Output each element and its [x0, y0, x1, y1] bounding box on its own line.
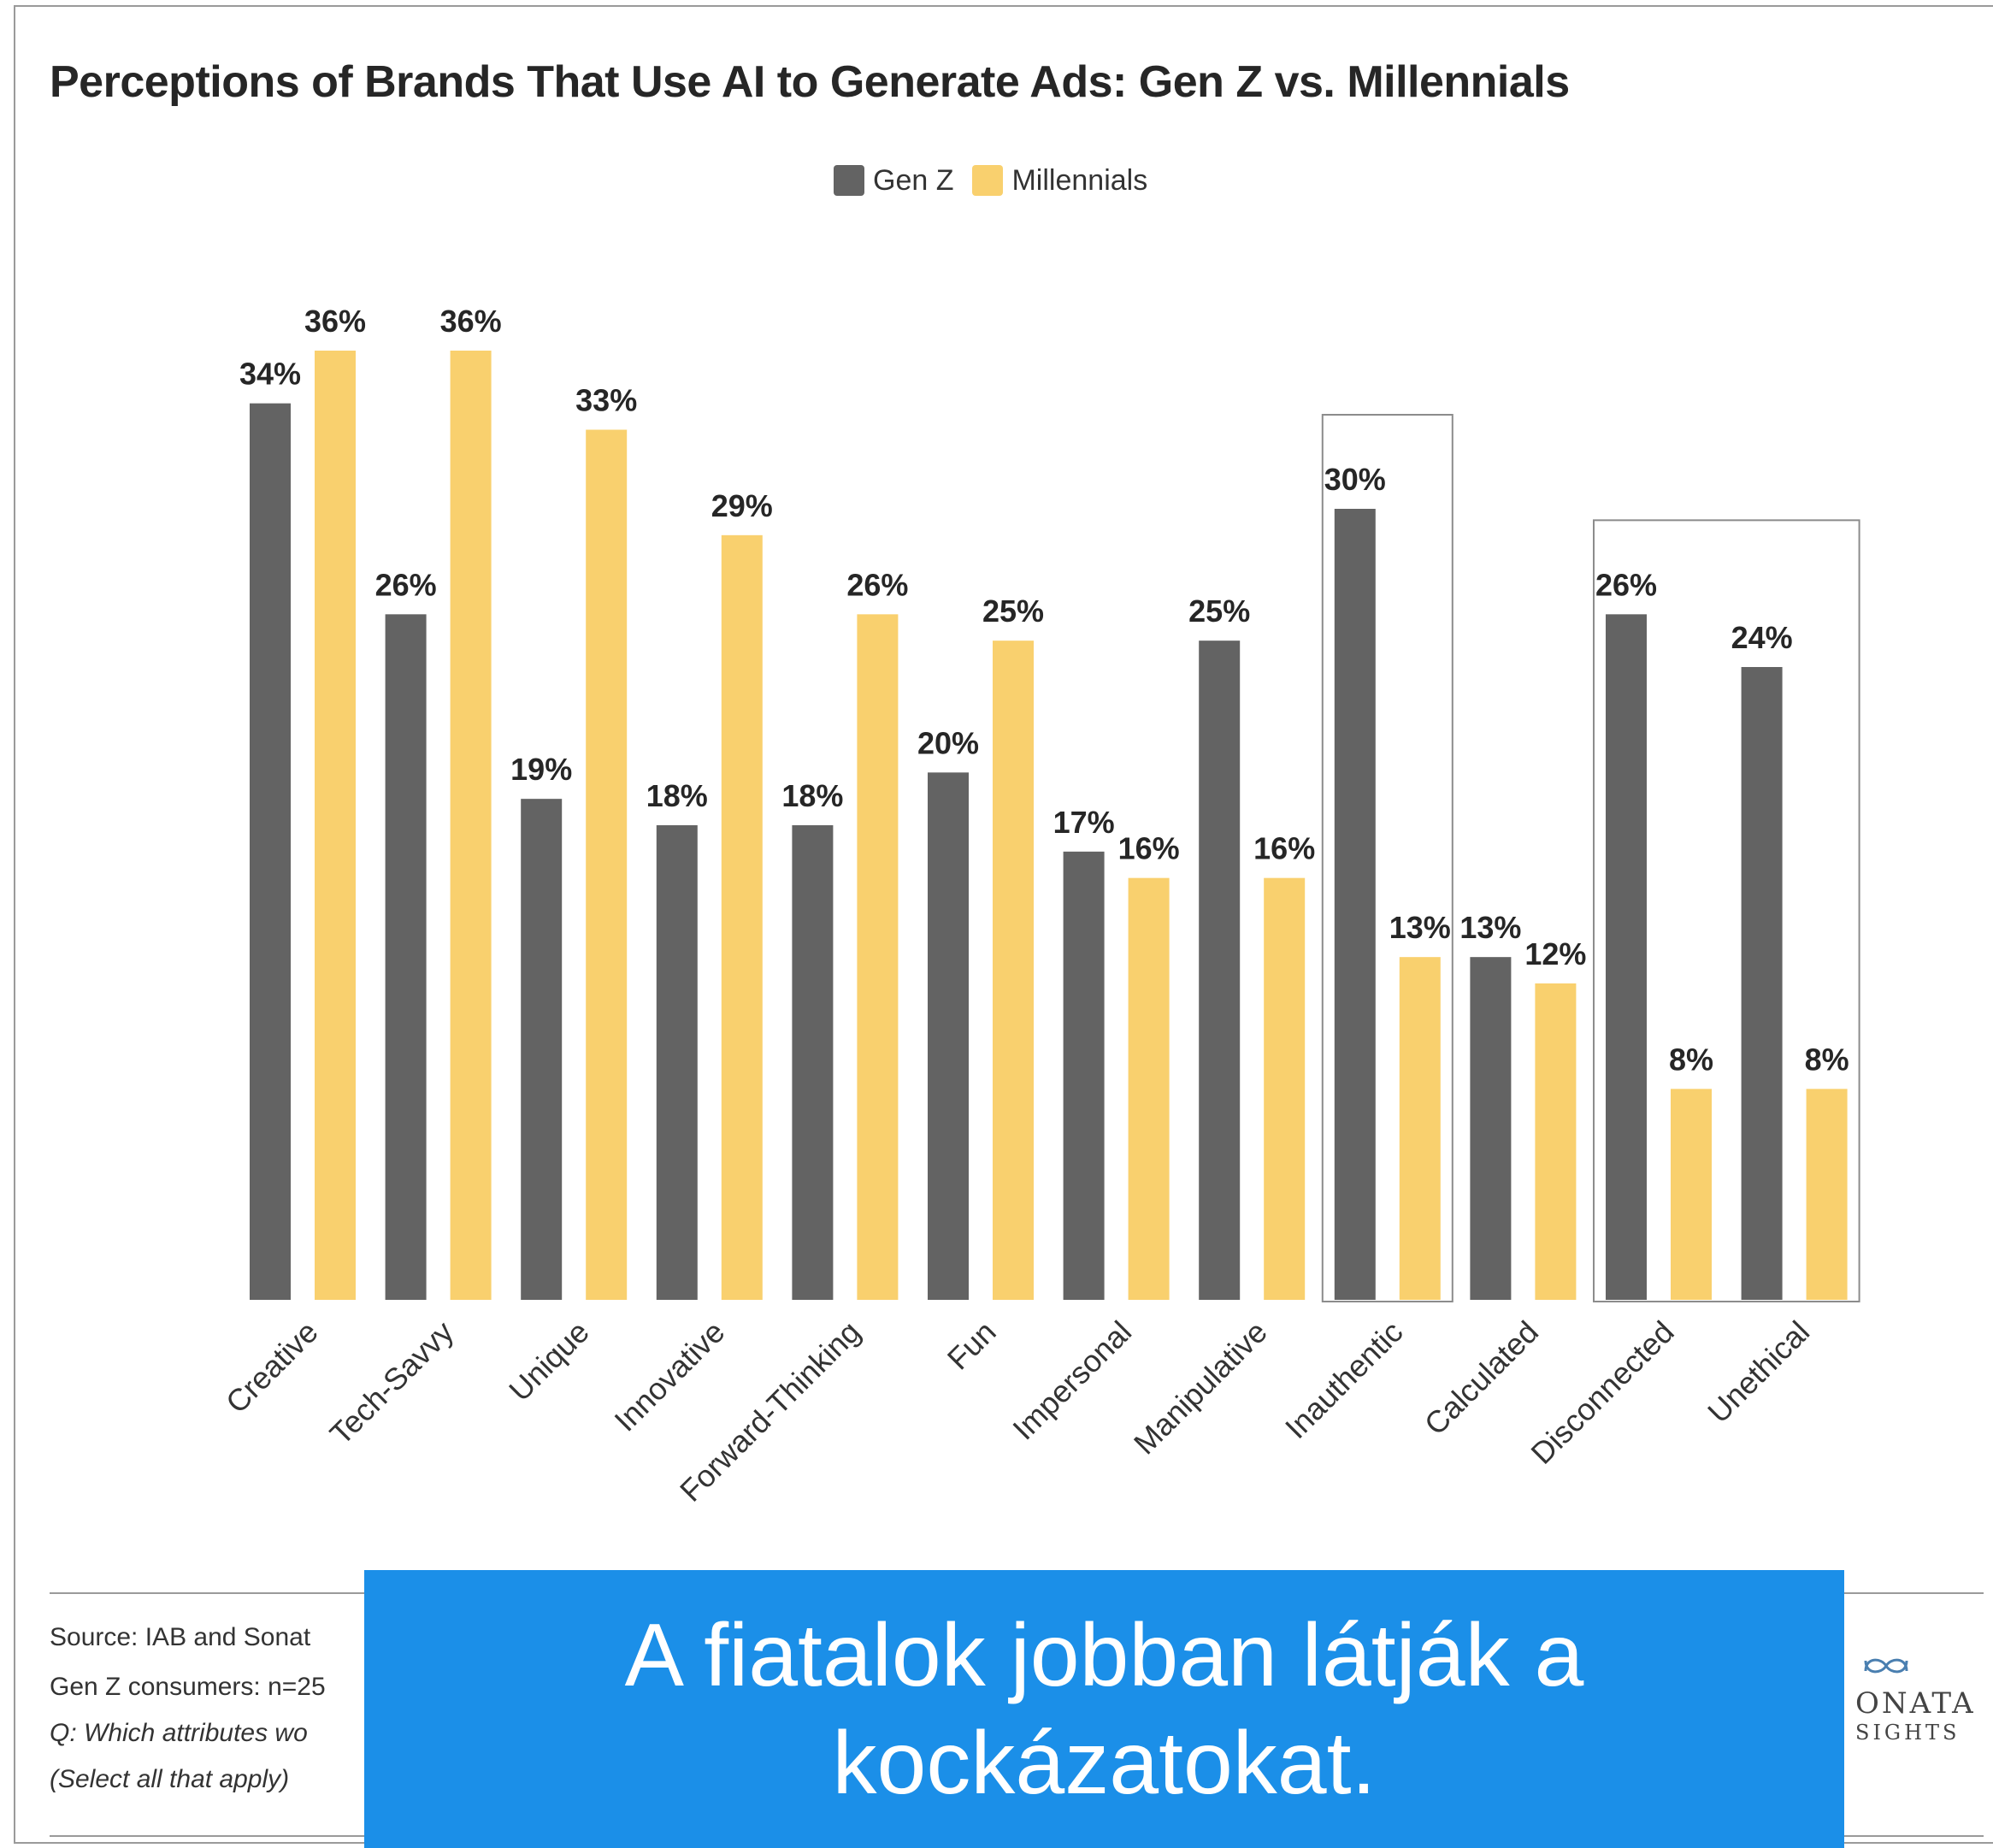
category-label: Calculated — [1418, 1314, 1545, 1442]
legend-item-millennials: Millennials — [972, 164, 1147, 198]
legend-swatch-millennials — [972, 165, 1004, 196]
bar-value-label: 18% — [781, 778, 843, 813]
bar-value-label: 34% — [239, 357, 301, 392]
bar-value-label: 25% — [1188, 593, 1250, 629]
bar-value-label: 29% — [711, 488, 773, 523]
bar-value-label: 17% — [1053, 805, 1115, 840]
bar-millennials — [450, 351, 492, 1300]
bar-value-label: 36% — [440, 304, 502, 339]
legend-item-gen-z: Gen Z — [834, 164, 953, 198]
bar-gen-z — [1470, 957, 1512, 1300]
bar-millennials — [315, 351, 356, 1300]
category-label: Manipulative — [1127, 1314, 1274, 1461]
bar-gen-z — [385, 614, 427, 1300]
bar-gen-z — [928, 772, 969, 1300]
bar-value-label: 20% — [917, 725, 979, 760]
category-label: Inauthentic — [1278, 1314, 1410, 1446]
category-label: Impersonal — [1005, 1314, 1138, 1447]
bar-millennials — [1671, 1089, 1712, 1300]
bar-value-label: 12% — [1524, 936, 1586, 971]
sonata-logo-icon — [1864, 1658, 1908, 1674]
bar-value-label: 25% — [982, 593, 1044, 629]
instruction-note: (Select all that apply) — [50, 1765, 290, 1793]
bar-value-label: 30% — [1324, 462, 1386, 497]
bar-value-label: 18% — [646, 778, 708, 813]
bar-value-label: 16% — [1253, 831, 1315, 866]
bar-value-label: 26% — [375, 567, 437, 602]
legend-label-gen-z: Gen Z — [873, 163, 954, 197]
bar-millennials — [586, 429, 628, 1300]
bar-millennials — [1264, 877, 1306, 1300]
legend-swatch-gen-z — [834, 165, 864, 196]
chart-title: Perceptions of Brands That Use AI to Gen… — [50, 57, 1570, 107]
bar-value-label: 19% — [510, 752, 572, 787]
bar-chart: 34%36%Creative26%36%Tech-Savvy19%33%Uniq… — [219, 304, 1860, 1509]
highlight-box — [1321, 414, 1453, 1302]
bar-millennials — [1399, 957, 1441, 1300]
highlight-box — [1593, 519, 1860, 1302]
logo-text-line2: SIGHTS — [1855, 1721, 1961, 1745]
bar-value-label: 26% — [1595, 567, 1657, 602]
category-label: Fun — [940, 1314, 1003, 1377]
caption-banner: A fiatalok jobban látják a kockázatokat. — [364, 1570, 1844, 1848]
category-label: Creative — [219, 1314, 325, 1420]
sample-note: Gen Z consumers: n=25 — [50, 1673, 326, 1701]
bar-gen-z — [1741, 667, 1783, 1300]
bar-gen-z — [1334, 509, 1376, 1300]
bar-value-label: 13% — [1389, 910, 1451, 945]
bar-millennials — [1128, 877, 1170, 1300]
category-label: Disconnected — [1524, 1314, 1680, 1471]
category-label: Tech-Savvy — [323, 1314, 461, 1452]
logo-text-line1: ONATA — [1855, 1686, 1976, 1721]
bar-millennials — [1535, 983, 1577, 1300]
bar-value-label: 16% — [1118, 831, 1180, 866]
bar-millennials — [1806, 1089, 1848, 1300]
bar-value-label: 8% — [1805, 1042, 1849, 1077]
bar-value-label: 36% — [304, 304, 366, 339]
bar-gen-z — [1606, 614, 1647, 1300]
bar-value-label: 13% — [1459, 910, 1521, 945]
legend-label-millennials: Millennials — [1011, 163, 1148, 197]
bar-millennials — [993, 641, 1034, 1300]
bar-gen-z — [521, 799, 563, 1300]
bar-gen-z — [1063, 851, 1105, 1300]
source-note: Source: IAB and Sonat — [50, 1623, 311, 1651]
category-label: Unique — [502, 1314, 596, 1408]
bar-gen-z — [656, 825, 698, 1300]
bar-millennials — [857, 614, 899, 1300]
caption-text: A fiatalok jobban látják a kockázatokat. — [624, 1605, 1584, 1813]
bar-value-label: 33% — [575, 383, 637, 418]
bar-value-label: 26% — [846, 567, 908, 602]
bar-millennials — [721, 534, 763, 1300]
category-label: Innovative — [607, 1314, 731, 1438]
question-note: Q: Which attributes wo — [50, 1719, 308, 1747]
bar-gen-z — [1199, 641, 1241, 1300]
bar-gen-z — [250, 403, 291, 1301]
category-label: Unethical — [1701, 1314, 1816, 1430]
bar-gen-z — [792, 825, 834, 1300]
bar-value-label: 24% — [1731, 620, 1793, 655]
sonata-logo: ONATA SIGHTS — [1855, 1649, 1984, 1751]
bar-value-label: 8% — [1669, 1042, 1713, 1077]
legend: Gen Z Millennials — [834, 159, 1166, 202]
